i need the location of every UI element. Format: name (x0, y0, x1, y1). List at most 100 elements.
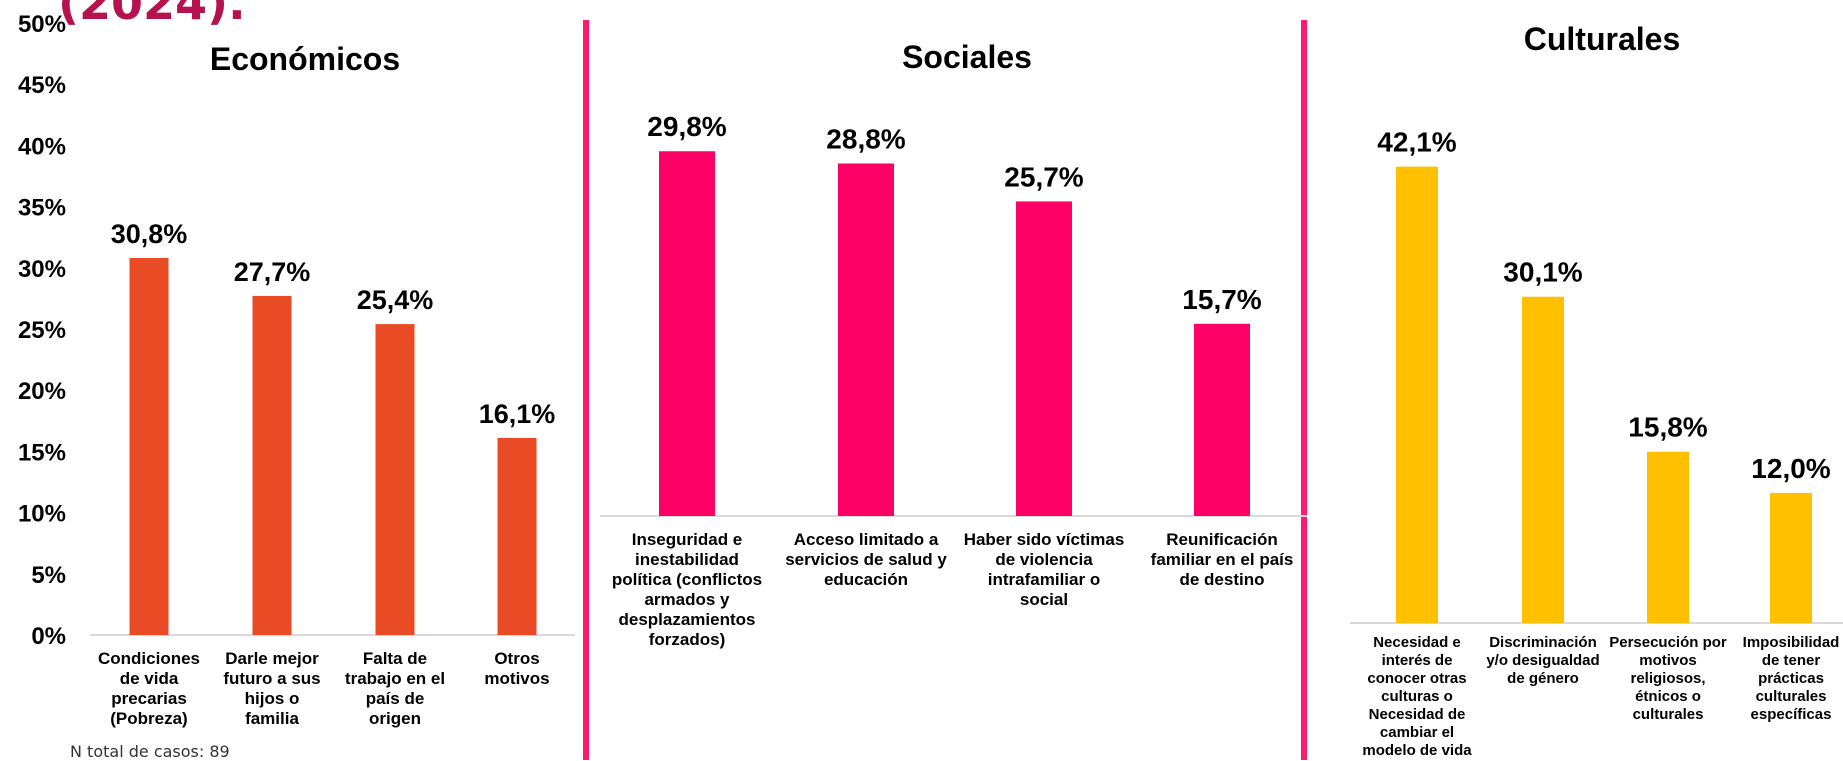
category-label-line: modelo de vida (1362, 742, 1472, 759)
category-label-line: (Pobreza) (110, 709, 187, 728)
bar (375, 324, 415, 635)
category-label: Haber sido víctimas de violencia intrafami… (964, 530, 1125, 609)
panel-title: Culturales (1524, 21, 1680, 57)
category-label-line: específicas (1751, 706, 1832, 723)
data-label: 27,7% (234, 257, 311, 287)
category-label-line: y/o desigualdad (1486, 652, 1599, 669)
data-label: 42,1% (1377, 127, 1456, 158)
category-label-line: forzados) (649, 630, 726, 649)
y-tick-label: 50% (18, 11, 66, 38)
category-label-line: Falta de (363, 649, 427, 668)
y-tick-label: 10% (18, 501, 66, 528)
y-tick-label: 5% (31, 562, 66, 589)
bar (1396, 166, 1438, 624)
y-tick-label: 20% (18, 378, 66, 405)
category-label-line: conocer otras (1367, 670, 1466, 687)
panel-title: Sociales (902, 39, 1032, 75)
category-label-line: Reunificación (1166, 530, 1277, 549)
category-label: Necesidad e interés de conocer otras cultur… (1362, 634, 1472, 759)
category-label-line: étnicos o (1635, 688, 1701, 705)
category-label-line: política (conflictos (612, 570, 762, 589)
data-label: 15,7% (1182, 284, 1261, 315)
category-label-line: religiosos, (1630, 670, 1705, 687)
category-label-line: futuro a sus (223, 669, 320, 688)
category-label-line: cambiar el (1380, 724, 1454, 741)
category-label-line: culturales (1633, 706, 1704, 723)
category-label-line: familia (245, 709, 299, 728)
category-label-line: armados y (644, 590, 730, 609)
category-label-line: inestabilidad (635, 550, 739, 569)
category-label: Imposibilidad de tener prácticas culturales… (1743, 634, 1840, 723)
category-label-line: Discriminación (1489, 634, 1597, 651)
category-label: Inseguridad e inestabilidad política (conf… (612, 530, 762, 649)
category-label-line: Inseguridad e (632, 530, 743, 549)
category-label-line: motivos (484, 669, 549, 688)
category-label-line: Condiciones (98, 649, 200, 668)
figure-title-fragment: (2024). (58, 0, 246, 30)
category-label: Reunificación familiar en el país de desti… (1151, 530, 1294, 589)
footnote-total-cases: N total de casos: 89 (70, 742, 230, 761)
bar (497, 437, 537, 635)
data-label: 30,8% (111, 219, 188, 249)
category-label-line: familiar en el país (1151, 550, 1294, 569)
category-label-line: culturales (1756, 688, 1827, 705)
category-label: Condiciones de vida precarias (Pobreza) (98, 649, 200, 728)
category-label-line: de violencia (995, 550, 1093, 569)
category-label-line: desplazamientos (619, 610, 756, 629)
data-label: 25,7% (1004, 161, 1083, 192)
data-label: 28,8% (826, 123, 905, 154)
category-label-line: origen (369, 709, 421, 728)
category-label-line: Darle mejor (225, 649, 319, 668)
y-tick-label: 30% (18, 256, 66, 283)
y-tick-label: 45% (18, 72, 66, 99)
category-label-line: intrafamiliar o (988, 570, 1100, 589)
bar (1770, 492, 1812, 623)
data-label: 12,0% (1751, 453, 1830, 484)
category-label: Persecución por motivos religiosos, étnicos… (1609, 634, 1727, 723)
category-label-line: motivos (1639, 652, 1697, 669)
category-label-line: país de (366, 689, 425, 708)
data-label: 30,1% (1503, 257, 1582, 288)
bar (252, 295, 292, 635)
category-label: Darle mejor futuro a sus hijos o familia (223, 649, 320, 728)
category-label-line: de género (1507, 670, 1579, 687)
category-label-line: prácticas (1758, 670, 1824, 687)
category-label: Discriminación y/o desigualdad de género (1486, 634, 1599, 687)
y-tick-label: 35% (18, 195, 66, 222)
category-label-line: de vida (120, 669, 179, 688)
category-label-line: educación (824, 570, 908, 589)
y-tick-label: 25% (18, 317, 66, 344)
category-label-line: Acceso limitado a (794, 530, 939, 549)
category-label-line: trabajo en el (345, 669, 445, 688)
category-label: Acceso limitado a servicios de salud y edu… (785, 530, 947, 589)
bar (1522, 296, 1564, 623)
category-label-line: Haber sido víctimas (964, 530, 1125, 549)
bar (129, 258, 169, 635)
category-label-line: Imposibilidad (1743, 634, 1840, 651)
y-tick-label: 40% (18, 133, 66, 160)
category-label-line: culturas o (1381, 688, 1453, 705)
panel-title: Económicos (210, 41, 400, 77)
data-label: 15,8% (1628, 412, 1707, 443)
category-label-line: Necesidad de (1369, 706, 1466, 723)
bar (1647, 451, 1689, 623)
category-label-line: de tener (1762, 652, 1821, 669)
category-label-line: Necesidad e (1373, 634, 1461, 651)
category-label-line: Persecución por (1609, 634, 1727, 651)
data-label: 29,8% (647, 111, 726, 142)
bar (1016, 201, 1072, 516)
category-label: Falta de trabajo en el país de origen (345, 649, 445, 728)
bar (659, 151, 715, 517)
bar (838, 163, 894, 516)
category-label-line: social (1020, 590, 1068, 609)
y-tick-label: 0% (31, 623, 66, 650)
category-label-line: interés de (1382, 652, 1453, 669)
data-label: 16,1% (479, 399, 556, 429)
bar (1194, 323, 1250, 516)
y-tick-label: 15% (18, 439, 66, 466)
category-label: Otros motivos (484, 649, 549, 688)
category-label-line: hijos o (245, 689, 300, 708)
category-label-line: precarias (111, 689, 187, 708)
category-label-line: Otros (494, 649, 539, 668)
